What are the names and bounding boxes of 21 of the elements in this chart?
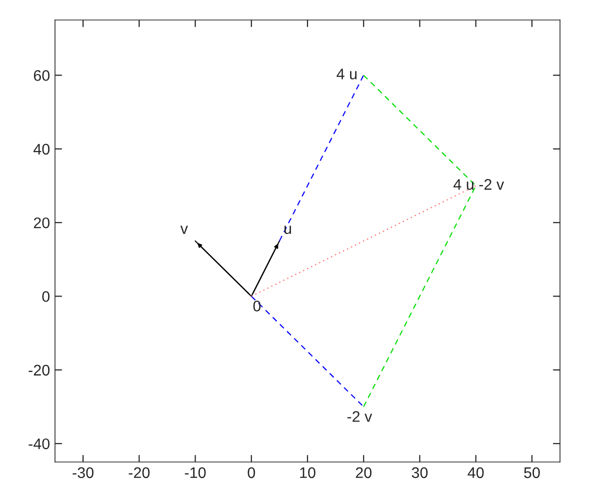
x-tick-label: 10 xyxy=(300,467,316,478)
annotation: -2 v xyxy=(347,411,372,422)
y-tick-label: -40 xyxy=(28,438,50,450)
annotation: 4 u xyxy=(336,68,357,80)
y-tick-label: -20 xyxy=(28,364,50,376)
x-tick-label: -10 xyxy=(184,467,206,478)
x-tick-label: 40 xyxy=(468,467,484,478)
x-tick-label: 30 xyxy=(412,467,428,478)
x-tick-label: -30 xyxy=(72,467,94,478)
y-tick-label: 20 xyxy=(34,217,50,228)
x-tick-label: 50 xyxy=(524,467,540,478)
annotation: u xyxy=(284,226,292,234)
annotation: 4 u -2 v xyxy=(453,179,504,190)
annotation: 0 xyxy=(253,300,261,312)
y-tick-label: 0 xyxy=(42,291,50,302)
annotation: v xyxy=(180,226,188,234)
y-tick-label: 60 xyxy=(34,70,50,81)
x-tick-label: -20 xyxy=(128,467,150,478)
x-tick-label: 20 xyxy=(356,467,372,478)
y-tick-label: 40 xyxy=(34,144,50,155)
x-tick-label: 0 xyxy=(248,467,256,478)
